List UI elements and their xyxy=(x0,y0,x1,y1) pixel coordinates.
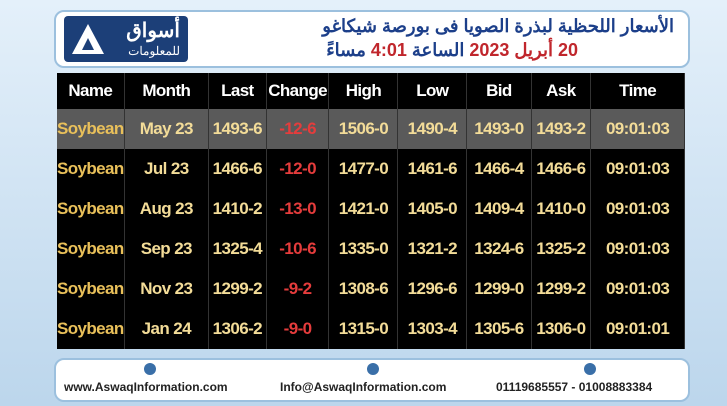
cell: 09:01:03 xyxy=(590,229,685,269)
cell: 1410-0 xyxy=(531,189,592,229)
cell: 1315-0 xyxy=(328,309,399,349)
cell: 1493-2 xyxy=(531,109,592,149)
time-label: الساعة xyxy=(411,40,465,60)
cell: 09:01:03 xyxy=(590,149,685,189)
cell: 09:01:01 xyxy=(590,309,685,349)
cell: 09:01:03 xyxy=(590,189,685,229)
logo-sub: للمعلومات xyxy=(128,44,180,58)
column-header: High xyxy=(328,73,399,109)
cell: Soybean xyxy=(57,269,125,309)
cell: 1466-6 xyxy=(208,149,267,189)
cell: 1305-6 xyxy=(466,309,532,349)
website: www.AswaqInformation.com xyxy=(64,380,228,394)
header: أسواق للمعلومات الأسعار اللحظية لبذرة ال… xyxy=(54,10,690,68)
cell: 1493-0 xyxy=(466,109,532,149)
cell: 1299-2 xyxy=(208,269,267,309)
logo-name: أسواق xyxy=(126,20,180,42)
cell: 1299-0 xyxy=(466,269,532,309)
cell: 1321-2 xyxy=(397,229,468,269)
header-row: Name Month Last Change High Low Bid Ask Time xyxy=(57,73,685,109)
logo: أسواق للمعلومات xyxy=(64,16,188,62)
cell: -12-6 xyxy=(266,109,330,149)
table-row: Soybean Sep 23 1325-4 -10-6 1335-0 1321-2 1324… xyxy=(57,229,685,269)
table-row: Soybean May 23 1493-6 -12-6 1506-0 1490-4 1493… xyxy=(57,109,685,149)
cell: Jan 24 xyxy=(124,309,209,349)
column-header: Change xyxy=(266,73,330,109)
cell: -12-0 xyxy=(266,149,330,189)
cell: 1299-2 xyxy=(531,269,592,309)
logo-icon xyxy=(72,24,104,54)
cell: Soybean xyxy=(57,109,125,149)
cell: 1466-6 xyxy=(531,149,592,189)
table-row: Soybean Jan 24 1306-2 -9-0 1315-0 1303-4 1305-… xyxy=(57,309,685,349)
cell: 1461-6 xyxy=(397,149,468,189)
cell: 1325-4 xyxy=(208,229,267,269)
column-header: Bid xyxy=(466,73,532,109)
cell: -13-0 xyxy=(266,189,330,229)
cell: 1410-2 xyxy=(208,189,267,229)
web-icon xyxy=(144,363,156,375)
cell: 1493-6 xyxy=(208,109,267,149)
cell: 09:01:03 xyxy=(590,269,685,309)
cell: Soybean xyxy=(57,309,125,349)
cell: 1303-4 xyxy=(397,309,468,349)
cell: 1405-0 xyxy=(397,189,468,229)
email: Info@AswaqInformation.com xyxy=(280,380,447,394)
cell: Soybean xyxy=(57,189,125,229)
subtitle: 20 أبريل 2023الساعة4:01مساءً xyxy=(321,40,578,61)
cell: 1466-4 xyxy=(466,149,532,189)
time: 4:01 xyxy=(370,40,407,60)
cell: 1421-0 xyxy=(328,189,399,229)
table-row: Soybean Nov 23 1299-2 -9-2 1308-6 1296-6 1299-… xyxy=(57,269,685,309)
column-header: Name xyxy=(57,73,125,109)
cell: 1296-6 xyxy=(397,269,468,309)
cell: -10-6 xyxy=(266,229,330,269)
cell: 1325-2 xyxy=(531,229,592,269)
cell: -9-2 xyxy=(266,269,330,309)
cell: 09:01:03 xyxy=(590,109,685,149)
cell: 1306-2 xyxy=(208,309,267,349)
column-header: Month xyxy=(124,73,209,109)
footer: www.AswaqInformation.com Info@AswaqInfor… xyxy=(54,358,690,402)
cell: 1306-0 xyxy=(531,309,592,349)
cell: Soybean xyxy=(57,149,125,189)
column-header: Last xyxy=(208,73,267,109)
cell: -9-0 xyxy=(266,309,330,349)
cell: Sep 23 xyxy=(124,229,209,269)
cell: Nov 23 xyxy=(124,269,209,309)
column-header: Time xyxy=(590,73,685,109)
table-row: Soybean Aug 23 1410-2 -13-0 1421-0 1405-0 1409… xyxy=(57,189,685,229)
phone-icon xyxy=(584,363,596,375)
cell: 1324-6 xyxy=(466,229,532,269)
column-header: Low xyxy=(397,73,468,109)
date: 20 أبريل 2023 xyxy=(469,40,578,60)
price-table: Name Month Last Change High Low Bid Ask Time Soyb… xyxy=(57,73,685,349)
table-row: Soybean Jul 23 1466-6 -12-0 1477-0 1461-6 1466… xyxy=(57,149,685,189)
period: مساءً xyxy=(326,40,366,60)
cell: Aug 23 xyxy=(124,189,209,229)
phones: 01119685557 - 01008883384 xyxy=(496,380,653,394)
cell: Jul 23 xyxy=(124,149,209,189)
cell: 1335-0 xyxy=(328,229,399,269)
column-header: Ask xyxy=(531,73,592,109)
cell: Soybean xyxy=(57,229,125,269)
cell: 1409-4 xyxy=(466,189,532,229)
cell: May 23 xyxy=(124,109,209,149)
mail-icon xyxy=(367,363,379,375)
title: الأسعار اللحظية لبذرة الصويا فى بورصة شي… xyxy=(322,16,674,36)
cell: 1506-0 xyxy=(328,109,399,149)
cell: 1308-6 xyxy=(328,269,399,309)
cell: 1477-0 xyxy=(328,149,399,189)
cell: 1490-4 xyxy=(397,109,468,149)
